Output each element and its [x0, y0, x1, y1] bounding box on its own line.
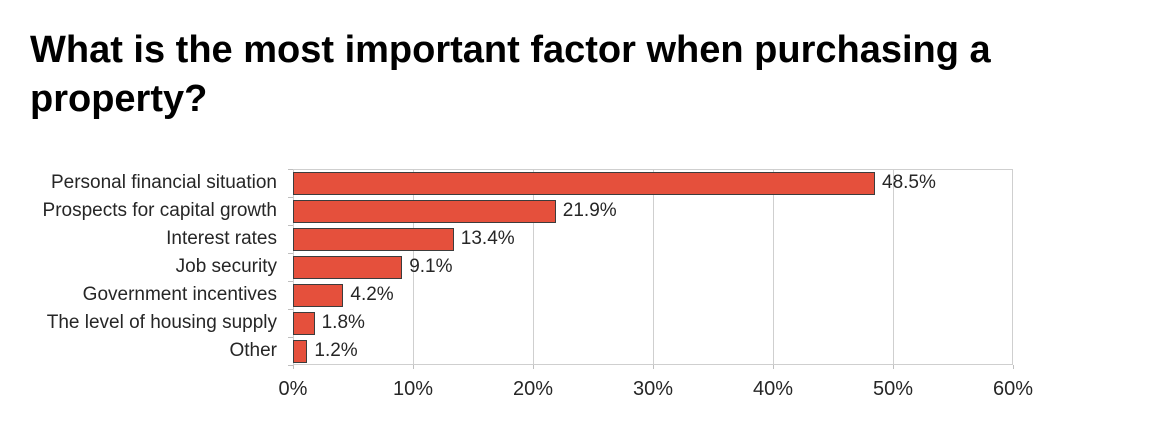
category-label: Other — [229, 340, 277, 361]
axis-tick-mark — [773, 365, 774, 369]
gridline — [533, 169, 534, 365]
bar-value-label: 48.5% — [882, 172, 936, 193]
bar-value-label: 9.1% — [409, 256, 453, 277]
axis-tick-mark — [288, 197, 293, 198]
bar — [293, 199, 556, 223]
chart-title: What is the most important factor when p… — [30, 29, 991, 120]
bar — [293, 227, 454, 251]
x-axis-tick-label: 40% — [752, 378, 794, 400]
axis-tick-mark — [288, 253, 293, 254]
bar — [293, 255, 403, 279]
category-label: Interest rates — [166, 228, 277, 249]
axis-tick-mark — [288, 169, 293, 170]
category-label: Job security — [175, 256, 277, 277]
bar — [293, 311, 315, 335]
axis-tick-mark — [413, 365, 414, 369]
axis-tick-mark — [288, 281, 293, 282]
axis-tick-mark — [893, 365, 894, 369]
bar-value-label: 13.4% — [460, 228, 515, 249]
axis-tick-mark — [288, 365, 293, 366]
axis-tick-mark — [288, 337, 293, 338]
bar-value-label: 21.9% — [562, 200, 617, 221]
axis-tick-mark — [1013, 365, 1014, 369]
x-axis-tick-label: 30% — [632, 378, 674, 400]
axis-tick-mark — [653, 365, 654, 369]
axis-tick-mark — [288, 309, 293, 310]
gridline — [893, 169, 894, 365]
bar-value-label: 1.2% — [314, 340, 358, 361]
gridline — [773, 169, 774, 365]
bar — [293, 171, 875, 195]
axis-tick-mark — [293, 365, 294, 369]
bar — [293, 283, 344, 307]
x-axis-tick-label: 0% — [278, 378, 308, 400]
x-axis-tick-label: 20% — [512, 378, 554, 400]
category-label: Prospects for capital growth — [42, 200, 277, 221]
axis-tick-mark — [288, 225, 293, 226]
x-axis-tick-label: 10% — [392, 378, 434, 400]
x-axis-tick-label: 60% — [992, 378, 1034, 400]
bar — [293, 339, 308, 363]
x-axis-tick-label: 50% — [872, 378, 914, 400]
gridline — [653, 169, 654, 365]
category-label: Government incentives — [82, 284, 277, 305]
bar-value-label: 4.2% — [350, 284, 394, 305]
bar-value-label: 1.8% — [321, 312, 365, 333]
gridline — [413, 169, 414, 365]
category-label: The level of housing supply — [46, 312, 277, 333]
axis-tick-mark — [533, 365, 534, 369]
category-label: Personal financial situation — [50, 172, 277, 193]
